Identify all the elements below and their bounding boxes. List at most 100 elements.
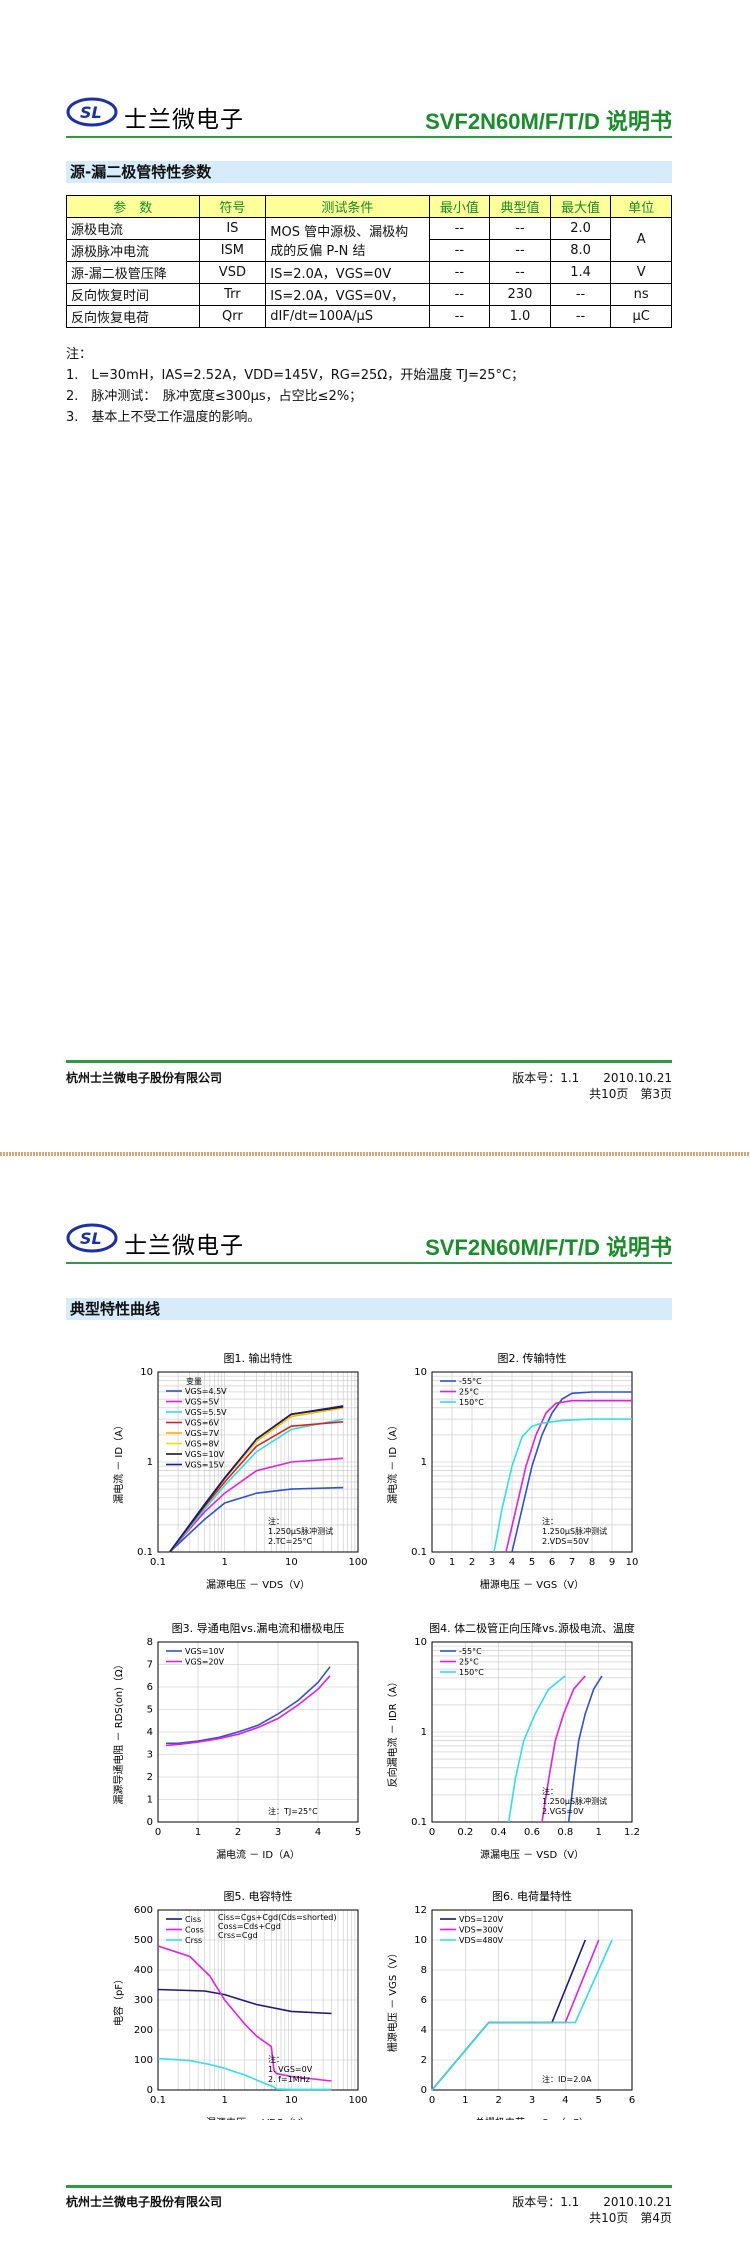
chart-annotation: 注：	[542, 1516, 558, 1526]
y-tick-label: 500	[134, 1935, 153, 1946]
chart-annotation: 2.VGS=0V	[542, 1807, 584, 1816]
y-tick-label: 6	[421, 1995, 427, 2006]
unit-cell: V	[610, 261, 672, 284]
chart-title: 图3. 导通电阻vs.漏电流和栅极电压	[172, 1621, 345, 1635]
y-tick-label: 10	[414, 1367, 427, 1378]
min-cell: --	[428, 239, 491, 262]
x-tick-label: 0.2	[457, 1827, 473, 1838]
plot-frame	[431, 1909, 633, 2091]
x-tick-label: 5	[529, 1557, 535, 1568]
chart-3: 图3. 导通电阻vs.漏电流和栅极电压 0 1 2 3 4 5 0 1 2 3 4 5 6 7 8 漏电流 － …	[112, 1621, 361, 1861]
chart-formula: Coss=Cds+Cgd	[218, 1922, 281, 1931]
x-tick-label: 2	[495, 2095, 501, 2106]
note-item: 2. 脉冲测试： 脉冲宽度≤300μs，占空比≤2%；	[66, 389, 363, 404]
legend-entry: -55°C	[459, 1377, 482, 1386]
x-tick-label: 1	[221, 1557, 227, 1568]
symbol-cell: Qrr	[198, 305, 267, 328]
x-tick-label: 2	[469, 1557, 475, 1568]
legend-entry: 150°C	[459, 1668, 484, 1677]
legend-entry: 150°C	[459, 1398, 484, 1407]
y-tick-label: 10	[414, 1935, 427, 1946]
y-tick-label: 1	[147, 1457, 153, 1468]
x-axis-label: 漏源电压 － VDS（V）	[206, 1578, 310, 1591]
plot-frame	[157, 1371, 359, 1553]
x-tick-label: 5	[595, 2095, 601, 2106]
legend-entry: Coss	[185, 1926, 204, 1935]
y-tick-label: 7	[147, 1660, 153, 1671]
condition-cell: dIF/dt=100A/μS	[265, 305, 430, 328]
x-tick-label: 3	[489, 1557, 495, 1568]
legend-entry: VGS=5.5V	[185, 1408, 227, 1417]
legend-entry: VGS=8V	[185, 1440, 220, 1449]
legend-entry: VGS=15V	[185, 1461, 225, 1470]
max-cell: 2.0	[549, 217, 612, 240]
series-line	[169, 1405, 344, 1553]
series-line	[511, 1391, 632, 1553]
x-tick-label: 1	[449, 1557, 455, 1568]
x-tick-label: 0.6	[524, 1827, 540, 1838]
legend-entry: VGS=4.5V	[185, 1387, 227, 1396]
param-cell: 源极电流	[66, 217, 200, 240]
table-row: 反向恢复时间 Trr IS=2.0A，VGS=0V， -- 230 -- ns	[66, 283, 672, 306]
table-row: 源极电流 IS MOS 管中源极、漏极构 成的反偏 P-N 结 -- -- 2.…	[66, 217, 672, 262]
x-tick-label: 1	[221, 2095, 227, 2106]
legend-entry: -55°C	[459, 1647, 482, 1656]
y-tick-label: 0.1	[411, 1547, 427, 1558]
note-item: 1. L=30mH，IAS=2.52A，VDD=145V，RG=25Ω，开始温度…	[66, 368, 525, 383]
chart-annotation: 注：ID=2.0A	[542, 2074, 592, 2084]
legend-entry: VGS=10V	[185, 1450, 225, 1459]
y-tick-label: 0	[147, 1817, 153, 1828]
condition-line: 成的反偏 P-N 结	[270, 243, 366, 259]
param-cell: 反向恢复时间	[66, 283, 200, 306]
y-tick-label: 0.1	[411, 1817, 427, 1828]
series-line	[169, 1486, 344, 1553]
legend-entry: VDS=480V	[459, 1936, 504, 1945]
series-line	[567, 1675, 603, 1823]
svg-text:SL: SL	[80, 103, 102, 122]
chart-annotation: 2.TC=25°C	[268, 1537, 313, 1546]
svg-text:SL: SL	[80, 1229, 102, 1248]
series-line	[165, 1675, 331, 1747]
chart-annotation: 注：	[268, 1516, 284, 1526]
y-tick-label: 300	[134, 1995, 153, 2006]
y-axis-label: 漏源导通电阻 － RDS(on)（Ω）	[112, 1659, 125, 1804]
company-name: 士兰微电子	[124, 107, 244, 133]
x-tick-label: 100	[348, 2095, 367, 2106]
x-tick-label: 3	[529, 2095, 535, 2106]
max-cell: 8.0	[549, 239, 612, 262]
y-axis-label: 电容（pF）	[112, 1974, 125, 2026]
col-header: 符号	[198, 195, 267, 218]
y-tick-label: 0.1	[137, 1547, 153, 1558]
y-tick-label: 12	[414, 1905, 427, 1916]
x-axis-label: 漏电流 － ID（A）	[216, 1848, 300, 1861]
chart-title: 图6. 电荷量特性	[492, 1889, 572, 1903]
x-tick-label: 2	[235, 1827, 241, 1838]
chart-annotation: 1.250μS脉冲测试	[542, 1796, 607, 1806]
min-cell: --	[428, 283, 491, 306]
col-header: 参 数	[66, 195, 200, 218]
chart-title: 图5. 电容特性	[224, 1889, 293, 1903]
chart-title: 图4. 体二极管正向压降vs.源极电流、温度	[429, 1621, 635, 1635]
x-tick-label: 6	[629, 2095, 635, 2106]
chart-annotation: 注：	[542, 1786, 558, 1796]
plot-frame	[157, 1641, 359, 1823]
min-cell: --	[428, 261, 491, 284]
y-axis-label: 漏电流 － ID（A）	[386, 1420, 399, 1504]
footer-rule	[66, 2185, 672, 2188]
footer-company: 杭州士兰微电子股份有限公司	[66, 2195, 223, 2209]
typ-cell: --	[489, 261, 551, 284]
min-cell: --	[428, 305, 491, 328]
legend-entry: VDS=120V	[459, 1915, 504, 1924]
section-title: 典型特性曲线	[66, 1298, 672, 1320]
series-line	[431, 1939, 613, 2091]
unit-cell: μC	[610, 305, 672, 328]
x-tick-label: 10	[626, 1557, 639, 1568]
table-row: 反向恢复电荷 Qrr dIF/dt=100A/μS -- 1.0 -- μC	[66, 305, 672, 328]
x-tick-label: 0	[429, 2095, 435, 2106]
series-line	[505, 1399, 632, 1553]
condition-cell: IS=2.0A，VGS=0V，	[265, 283, 430, 306]
y-tick-label: 2	[421, 2055, 427, 2066]
chart-annotation: 1.250μS脉冲测试	[542, 1526, 607, 1536]
symbol-cell: VSD	[198, 261, 267, 284]
